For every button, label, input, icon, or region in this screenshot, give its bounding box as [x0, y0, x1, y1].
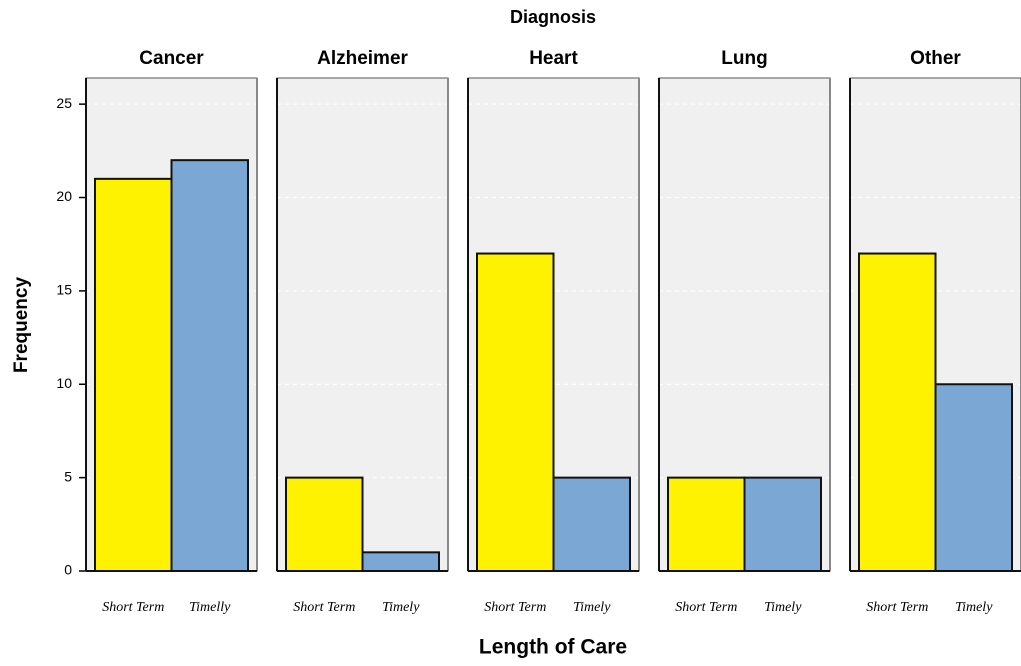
y-tick-label: 5: [64, 468, 72, 484]
y-tick-label: 20: [56, 188, 72, 204]
facet-title: Lung: [721, 48, 767, 69]
chart-title: Diagnosis: [510, 7, 596, 27]
bar: [361, 551, 440, 572]
x-tick-label: Short Term: [484, 600, 546, 615]
y-tick-label: 0: [64, 562, 72, 578]
y-tick-label: 10: [56, 375, 72, 391]
y-tick-label: 15: [56, 282, 72, 298]
x-tick-label: Timely: [764, 600, 802, 615]
bar: [552, 476, 631, 572]
x-tick-label: Timely: [955, 600, 993, 615]
bar: [743, 476, 822, 572]
bar: [667, 476, 746, 572]
bar: [934, 383, 1013, 572]
bar: [94, 177, 173, 572]
bar: [170, 159, 249, 573]
facet-title: Other: [910, 48, 961, 69]
x-tick-label: Short Term: [675, 600, 737, 615]
x-tick-label: Timelly: [189, 600, 231, 615]
bar: [285, 476, 364, 572]
x-tick-label: Timely: [573, 600, 611, 615]
x-tick-label: Short Term: [102, 600, 164, 615]
y-axis-label: Frequency: [11, 277, 32, 374]
x-tick-label: Timely: [382, 600, 420, 615]
y-tick-label: 25: [56, 95, 72, 111]
facet-title: Heart: [529, 48, 578, 69]
x-axis-label: Length of Care: [479, 636, 627, 659]
x-tick-label: Short Term: [293, 600, 355, 615]
x-tick-label: Short Term: [866, 600, 928, 615]
bar: [476, 252, 555, 572]
facet-title: Cancer: [139, 48, 204, 69]
bar: [858, 252, 937, 572]
facet-title: Alzheimer: [317, 48, 408, 69]
